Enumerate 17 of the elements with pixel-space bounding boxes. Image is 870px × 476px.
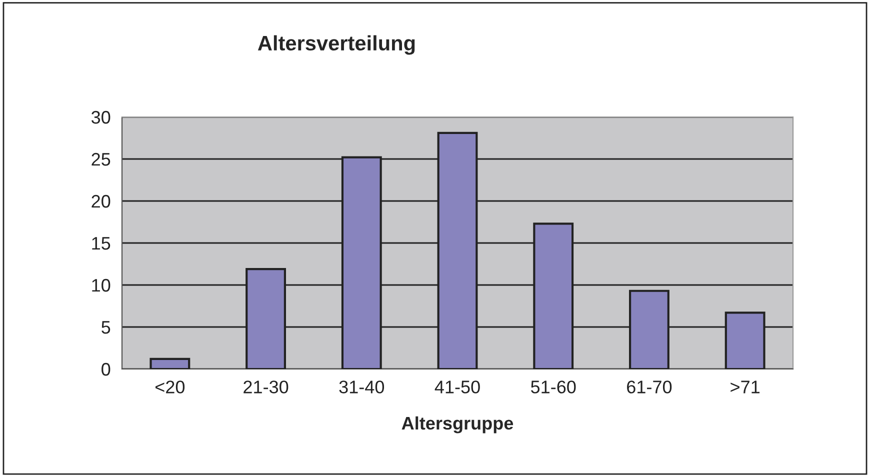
y-tick-label: 0 [102,362,110,376]
x-tick-label: >71 [730,380,760,394]
x-tick-label: 41-50 [434,380,480,394]
y-tick-label: 20 [92,194,110,208]
y-tick-label: 5 [102,321,110,334]
x-tick-label: 61-70 [627,380,672,394]
y-tick-label: 15 [92,237,110,250]
chart-title: Altersverteilung [258,35,415,55]
y-tick-label: 10 [92,278,110,292]
x-tick-label: 51-60 [530,380,576,394]
x-axis-title: Altersgruppe [402,416,514,434]
y-tick-label: 25 [92,152,110,166]
y-tick-label: 30 [91,110,110,124]
bar [150,358,190,369]
x-tick-label: <20 [156,380,185,394]
x-tick-label: 21-30 [244,380,288,394]
x-tick-label: 31-40 [339,380,384,394]
